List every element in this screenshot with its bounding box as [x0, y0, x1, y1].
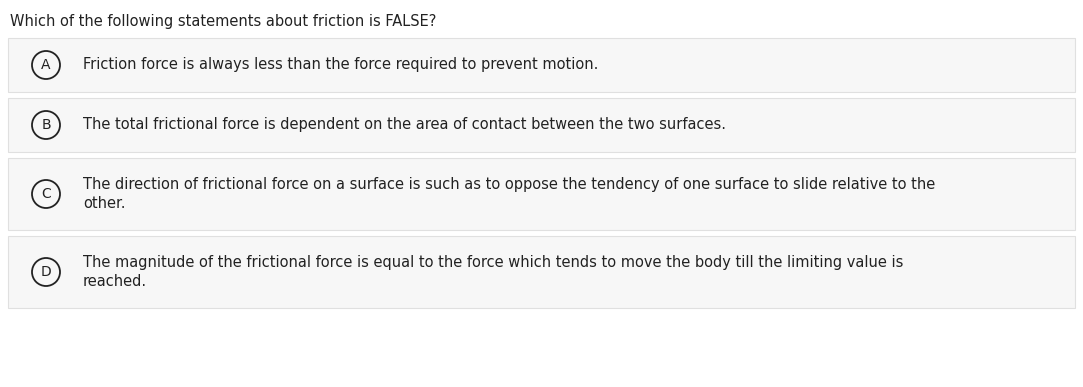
- Text: The total frictional force is dependent on the area of contact between the two s: The total frictional force is dependent …: [83, 118, 726, 132]
- Text: A: A: [41, 58, 51, 72]
- Text: D: D: [41, 265, 51, 279]
- FancyBboxPatch shape: [8, 158, 1075, 230]
- FancyBboxPatch shape: [8, 38, 1075, 92]
- Text: reached.: reached.: [83, 274, 147, 288]
- Circle shape: [32, 111, 60, 139]
- Text: Friction force is always less than the force required to prevent motion.: Friction force is always less than the f…: [83, 58, 599, 72]
- Text: The direction of frictional force on a surface is such as to oppose the tendency: The direction of frictional force on a s…: [83, 178, 936, 192]
- Text: C: C: [41, 187, 51, 201]
- Text: Which of the following statements about friction is FALSE?: Which of the following statements about …: [10, 14, 436, 29]
- Circle shape: [32, 258, 60, 286]
- Circle shape: [32, 51, 60, 79]
- FancyBboxPatch shape: [8, 98, 1075, 152]
- FancyBboxPatch shape: [8, 236, 1075, 308]
- Text: The magnitude of the frictional force is equal to the force which tends to move : The magnitude of the frictional force is…: [83, 255, 903, 271]
- Circle shape: [32, 180, 60, 208]
- Text: B: B: [41, 118, 51, 132]
- Text: other.: other.: [83, 195, 126, 211]
